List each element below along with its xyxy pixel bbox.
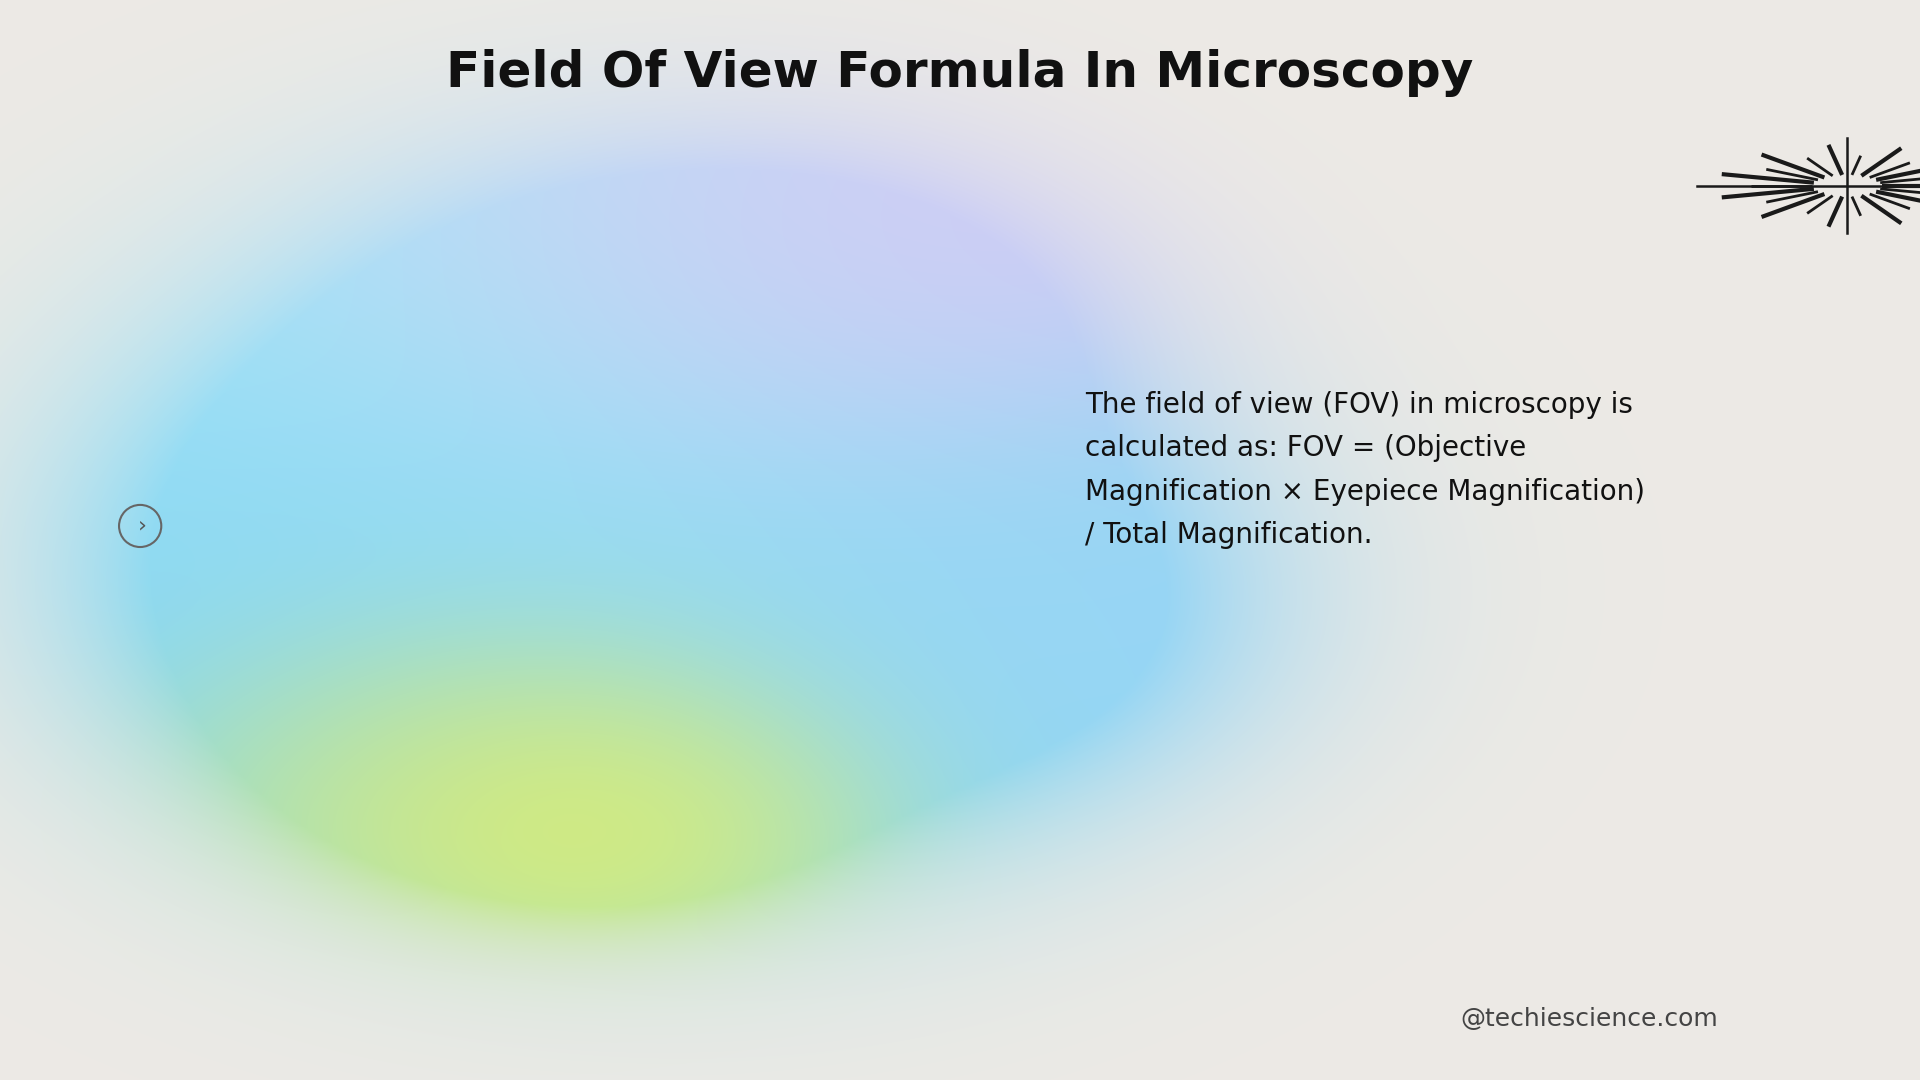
Text: ›: › (138, 516, 146, 536)
Text: The field of view (FOV) in microscopy is
calculated as: FOV = (Objective
Magnifi: The field of view (FOV) in microscopy is… (1085, 391, 1645, 549)
Text: Field Of View Formula In Microscopy: Field Of View Formula In Microscopy (445, 49, 1475, 96)
Text: @techiescience.com: @techiescience.com (1461, 1008, 1718, 1031)
